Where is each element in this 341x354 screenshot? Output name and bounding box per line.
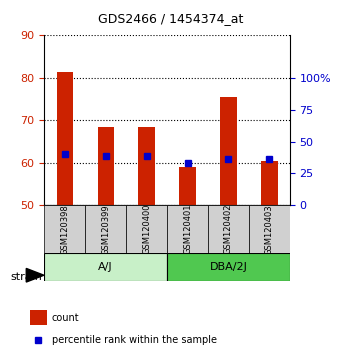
Bar <box>138 127 155 205</box>
Bar <box>167 253 290 281</box>
Bar <box>220 97 237 205</box>
Text: strain: strain <box>10 272 42 282</box>
Text: GSM120401: GSM120401 <box>183 204 192 255</box>
Bar <box>44 253 167 281</box>
Text: A/J: A/J <box>99 262 113 272</box>
Bar <box>249 205 290 253</box>
Bar <box>57 72 73 205</box>
Text: GSM120403: GSM120403 <box>265 204 274 255</box>
Bar <box>208 205 249 253</box>
Polygon shape <box>26 268 44 282</box>
Bar <box>98 127 114 205</box>
Text: GSM120399: GSM120399 <box>101 204 110 255</box>
Bar <box>167 205 208 253</box>
Bar <box>126 205 167 253</box>
Text: GSM120402: GSM120402 <box>224 204 233 255</box>
Bar <box>179 167 196 205</box>
Bar <box>44 205 85 253</box>
Bar <box>261 161 278 205</box>
Text: GSM120400: GSM120400 <box>142 204 151 255</box>
Text: DBA/2J: DBA/2J <box>209 262 248 272</box>
Text: GSM120398: GSM120398 <box>60 204 69 255</box>
Text: percentile rank within the sample: percentile rank within the sample <box>52 335 217 346</box>
Bar <box>85 205 126 253</box>
Bar <box>30 310 47 325</box>
Text: count: count <box>52 313 79 323</box>
Text: GDS2466 / 1454374_at: GDS2466 / 1454374_at <box>98 12 243 25</box>
